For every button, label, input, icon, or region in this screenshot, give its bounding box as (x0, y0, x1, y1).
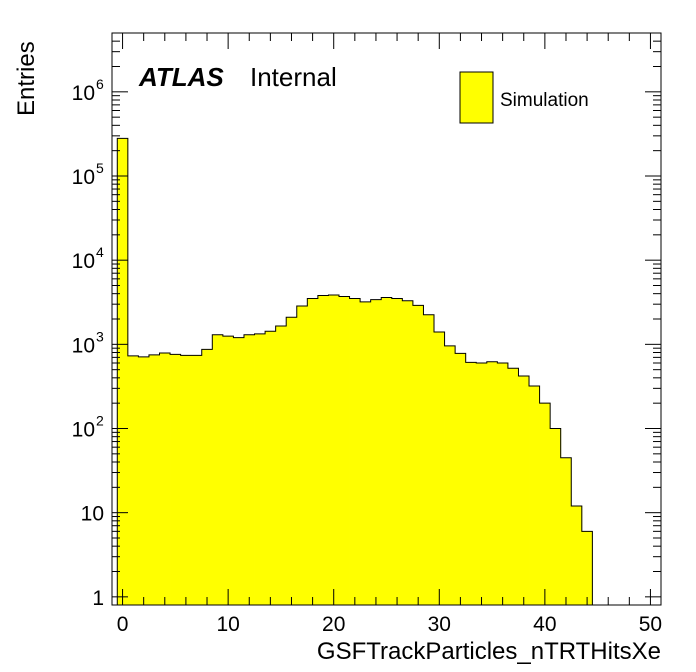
svg-text:1: 1 (92, 587, 104, 610)
x-tick-label: 30 (428, 613, 451, 636)
histogram-bar (243, 334, 255, 605)
histogram-bar (518, 376, 530, 605)
histogram-bar (434, 332, 445, 605)
x-tick-label: 20 (322, 613, 345, 636)
x-tick-label: 50 (639, 613, 662, 636)
histogram-bar (497, 363, 509, 605)
histogram-bar (254, 333, 266, 605)
histogram-bar (423, 314, 435, 605)
histogram-bars (117, 138, 593, 605)
histogram-bar (349, 298, 361, 605)
atlas-label: ATLAS (138, 62, 224, 92)
histogram-bar (296, 306, 308, 605)
histogram-bar (180, 355, 192, 605)
histogram-bar (370, 299, 382, 605)
svg-text:10: 10 (72, 250, 95, 273)
svg-text:6: 6 (96, 76, 104, 92)
histogram-bar (465, 362, 477, 605)
histogram-bar (159, 352, 171, 605)
y-tick-label: 10 2 (72, 413, 104, 442)
legend-label-simulation: Simulation (500, 90, 589, 111)
histogram-bar (581, 531, 593, 605)
svg-text:5: 5 (96, 160, 104, 176)
histogram-bar (560, 457, 572, 605)
y-tick-label: 10 6 (72, 76, 104, 105)
x-tick-label: 10 (216, 613, 239, 636)
x-tick-labels: 0 10 20 30 40 50 (117, 613, 662, 636)
histogram-bar (233, 337, 245, 605)
histogram-bar (307, 298, 319, 605)
histogram-bar (529, 385, 540, 605)
svg-text:10: 10 (81, 503, 104, 526)
svg-text:3: 3 (96, 328, 104, 344)
histogram-bar (412, 305, 424, 605)
svg-text:10: 10 (72, 334, 95, 357)
histogram-bar (338, 296, 350, 605)
histogram-bar (476, 363, 488, 605)
svg-text:4: 4 (96, 244, 104, 260)
histogram-bar (212, 334, 224, 605)
histogram-bar (571, 506, 583, 605)
y-tick-label: 10 5 (72, 160, 104, 189)
histogram-bar (507, 368, 519, 605)
histogram-bar (550, 428, 562, 605)
internal-label: Internal (250, 62, 337, 92)
y-tick-label: 10 (81, 503, 104, 526)
y-axis-title: Entries (13, 41, 40, 116)
histogram-bar (170, 354, 182, 605)
histogram-bar (402, 300, 414, 605)
y-tick-label: 10 3 (72, 328, 104, 357)
legend-swatch (459, 71, 494, 124)
x-tick-label: 0 (117, 613, 129, 636)
histogram-bar (360, 301, 372, 605)
y-tick-label: 1 (92, 587, 104, 610)
histogram-bar (191, 355, 203, 605)
histogram-bar (275, 326, 287, 605)
x-tick-label: 40 (533, 613, 556, 636)
histogram-bar (444, 345, 456, 605)
histogram-bar (317, 295, 329, 605)
histogram-bar (148, 354, 160, 605)
histogram-bar (539, 403, 551, 605)
histogram-outline (116, 137, 593, 605)
histogram-bar (265, 331, 277, 605)
histogram-bar (381, 297, 393, 605)
svg-text:10: 10 (72, 419, 95, 442)
histogram-bar (127, 355, 139, 605)
svg-text:2: 2 (96, 413, 104, 429)
histogram-bar (117, 138, 129, 605)
svg-text:10: 10 (72, 82, 95, 105)
histogram-bar (486, 361, 498, 605)
svg-text:10: 10 (72, 166, 95, 189)
axis-ticks (112, 32, 661, 605)
legend: Simulation (459, 71, 589, 124)
histogram-bar (391, 298, 403, 605)
histogram-bar (455, 353, 467, 605)
y-tick-label: 10 4 (72, 244, 104, 273)
axes-frame (111, 32, 662, 606)
histogram-bar (138, 356, 150, 605)
histogram-bar (201, 349, 213, 605)
x-axis-title: GSFTrackParticles_nTRTHitsXe (317, 638, 661, 665)
histogram-bar (222, 336, 234, 605)
histogram-bar (328, 295, 340, 605)
histogram-bar (286, 317, 298, 605)
